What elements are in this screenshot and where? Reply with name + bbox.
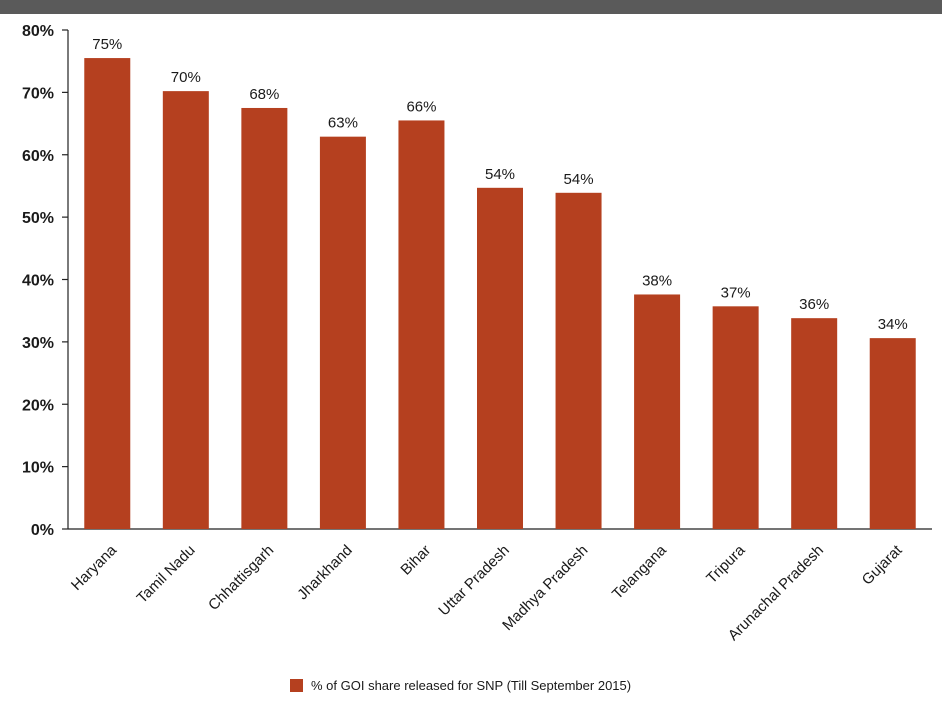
data-label: 68%	[249, 86, 279, 103]
bar	[477, 187, 523, 529]
x-tick-label: Madhya Pradesh	[499, 542, 591, 634]
data-label: 36%	[799, 296, 829, 313]
bar	[319, 136, 366, 529]
x-tick-label: Bihar	[397, 542, 434, 579]
bar	[241, 107, 288, 529]
data-label: 75%	[92, 36, 122, 53]
y-tick-label: 30%	[22, 335, 54, 352]
bar	[162, 91, 209, 529]
bar	[869, 338, 916, 529]
x-tick-label: Jharkhand	[294, 542, 356, 604]
x-tick-label: Haryana	[68, 541, 121, 594]
x-tick-label: Gujarat	[859, 541, 906, 588]
x-tick-label: Tripura	[703, 541, 749, 587]
header-strip	[0, 0, 942, 14]
data-label: 70%	[171, 69, 201, 86]
data-label: 63%	[328, 115, 358, 132]
data-label: 54%	[485, 166, 515, 183]
y-tick-label: 80%	[22, 23, 54, 40]
x-tick-label: Tamil Nadu	[134, 542, 199, 607]
y-tick-label: 50%	[22, 210, 54, 227]
bar	[712, 306, 759, 529]
data-label: 38%	[642, 272, 672, 289]
bar	[555, 192, 602, 529]
legend: % of GOI share released for SNP (Till Se…	[290, 678, 631, 693]
legend-label: % of GOI share released for SNP (Till Se…	[311, 678, 632, 693]
bar	[398, 120, 445, 529]
y-tick-label: 70%	[22, 85, 54, 102]
bar	[634, 294, 681, 529]
y-tick-label: 60%	[22, 148, 54, 165]
y-tick-label: 20%	[22, 397, 54, 414]
x-tick-label: Uttar Pradesh	[435, 542, 512, 619]
y-tick-label: 40%	[22, 273, 54, 290]
data-label: 37%	[721, 284, 751, 301]
legend-swatch	[290, 679, 303, 692]
data-label: 66%	[406, 98, 436, 115]
y-tick-label: 10%	[22, 460, 54, 477]
data-label: 34%	[878, 316, 908, 333]
x-tick-label: Chhattisgarh	[205, 542, 277, 614]
bar	[791, 318, 838, 529]
bar	[84, 58, 131, 529]
x-tick-label: Telangana	[609, 541, 670, 602]
data-label: 54%	[564, 171, 594, 188]
y-tick-label: 0%	[31, 522, 54, 539]
